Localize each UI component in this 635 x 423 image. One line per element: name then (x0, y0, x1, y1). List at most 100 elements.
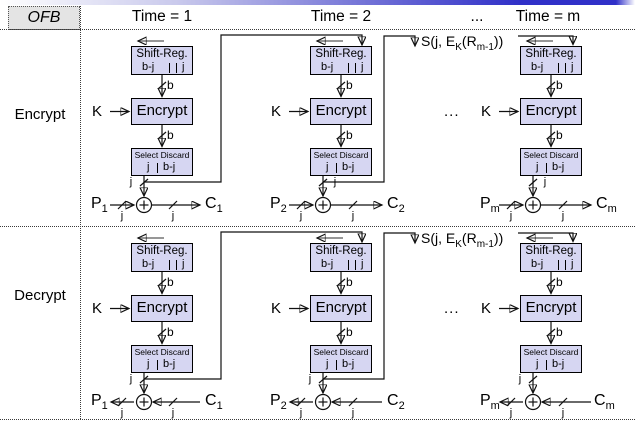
bus-width-j: j (351, 407, 355, 419)
header-divider (0, 29, 635, 30)
bus-slash (117, 397, 127, 407)
select-discard-title: Select Discard (313, 347, 369, 357)
dec-t1-wires (110, 231, 362, 411)
shift-right-label: j (571, 258, 574, 270)
bus-width-j: j (129, 176, 133, 188)
key-label: K (271, 300, 282, 317)
bus-slash (336, 278, 346, 287)
ciphertext-label: C2 (387, 392, 405, 413)
select-discard-box: Select Discard j b-j (131, 345, 193, 373)
feedback-value-label: S(j, EK(Rm-1)) (421, 230, 504, 250)
enc-t1-wires (110, 34, 362, 214)
shift-right-label: j (182, 258, 185, 270)
bus-slash (506, 200, 516, 210)
select-right-label: b-j (552, 358, 565, 370)
bus-slash (558, 200, 568, 210)
bus-slash (348, 200, 358, 210)
select-discard-partition: j b-j (311, 358, 371, 371)
plaintext-label: Pm (480, 392, 500, 413)
bus-width-b: b (346, 275, 353, 289)
select-right-label: b-j (552, 161, 565, 173)
shift-register-box: Shift-Reg. b-j j (520, 243, 582, 272)
shift-register-partition: b-j j (311, 61, 371, 74)
select-discard-partition: j b-j (311, 161, 371, 174)
title-bar-accent (0, 0, 635, 5)
select-right-label: b-j (342, 358, 355, 370)
ellipsis-label: ... (444, 103, 460, 120)
bus-slash (546, 131, 556, 140)
bus-width-b: b (167, 78, 174, 92)
select-discard-partition: j b-j (132, 358, 192, 371)
shift-register-partition: b-j j (311, 258, 371, 271)
dec-t2-wires (289, 232, 415, 411)
select-right-label: b-j (163, 358, 176, 370)
shift-register-partition: b-j j (521, 61, 581, 74)
select-discard-box: Select Discard j b-j (520, 345, 582, 373)
shift-left-label: b-j (142, 258, 155, 270)
header-time-1: Time = 1 (131, 8, 193, 25)
bus-slash (506, 397, 516, 407)
shift-register-title: Shift-Reg. (315, 245, 367, 257)
register-divider (348, 260, 349, 270)
key-label: K (92, 300, 103, 317)
bus-slash (157, 278, 167, 287)
bottom-divider (0, 419, 635, 420)
register-divider (169, 260, 170, 270)
bus-slash (546, 328, 556, 337)
bus-slash (336, 328, 346, 337)
shift-left-label: b-j (531, 258, 544, 270)
shift-register-box: Shift-Reg. b-j j (310, 243, 372, 272)
bus-width-j: j (351, 210, 355, 222)
plaintext-label: P1 (91, 392, 108, 413)
bus-slash (546, 81, 556, 90)
row-divider (0, 226, 635, 227)
select-discard-partition: j b-j (132, 161, 192, 174)
shift-left-label: b-j (531, 61, 544, 73)
bus-slash (296, 200, 306, 210)
select-left-label: j (536, 358, 539, 370)
key-label: K (271, 103, 282, 120)
register-divider (157, 360, 158, 370)
shift-left-label: b-j (142, 61, 155, 73)
encrypt-box: Encrypt (520, 98, 582, 125)
bus-width-j: j (509, 210, 513, 222)
select-left-label: j (536, 161, 539, 173)
bus-width-j: j (561, 210, 565, 222)
shift-left-label: b-j (321, 61, 334, 73)
bus-width-j: j (543, 176, 547, 188)
select-discard-title: Select Discard (134, 347, 190, 357)
register-divider (558, 260, 559, 270)
select-left-label: j (147, 161, 150, 173)
shift-register-partition: b-j j (132, 61, 192, 74)
ciphertext-label: C1 (205, 195, 223, 216)
bus-width-b: b (346, 78, 353, 92)
key-label: K (481, 300, 492, 317)
bus-slash (546, 278, 556, 287)
register-divider (176, 260, 177, 270)
select-discard-partition: j b-j (521, 161, 581, 174)
bus-width-j: j (120, 407, 124, 419)
bus-slash (336, 81, 346, 90)
register-divider (157, 163, 158, 173)
bus-width-j: j (333, 176, 337, 188)
register-divider (355, 260, 356, 270)
select-discard-box: Select Discard j b-j (310, 148, 372, 176)
bus-width-j: j (509, 407, 513, 419)
encrypt-box: Encrypt (520, 295, 582, 322)
bus-slash (558, 397, 568, 407)
bus-slash (157, 81, 167, 90)
select-left-label: j (326, 161, 329, 173)
select-right-label: b-j (163, 161, 176, 173)
select-discard-title: Select Discard (134, 150, 190, 160)
shift-register-box: Shift-Reg. b-j j (131, 46, 193, 75)
ciphertext-label: C1 (205, 392, 223, 413)
bus-slash (528, 178, 538, 187)
bus-width-j: j (561, 407, 565, 419)
register-divider (348, 63, 349, 73)
select-left-label: j (147, 358, 150, 370)
bus-slash (157, 131, 167, 140)
feedback-value-label: S(j, EK(Rm-1)) (421, 33, 504, 53)
shift-register-title: Shift-Reg. (525, 48, 577, 60)
